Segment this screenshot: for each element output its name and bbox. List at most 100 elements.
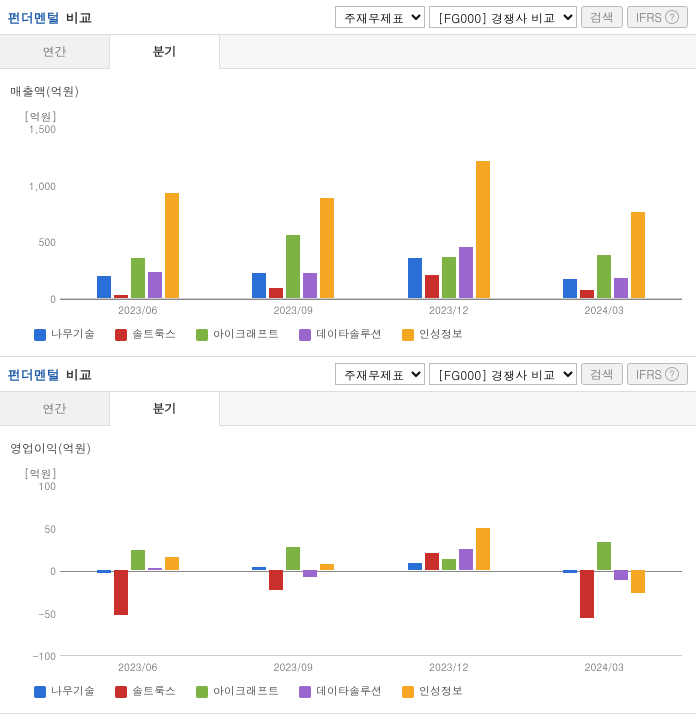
legend-item[interactable]: 인성정보	[402, 327, 463, 342]
legend-label: 솔트룩스	[132, 684, 176, 699]
tab-quarterly[interactable]: 분기	[110, 392, 220, 426]
legend-item[interactable]: 솔트룩스	[115, 327, 176, 342]
bar	[252, 273, 266, 298]
ifrs-button[interactable]: IFRS?	[627, 363, 688, 385]
bar	[252, 567, 266, 570]
bar-group	[97, 550, 179, 570]
period-tabs: 연간 분기	[0, 392, 696, 426]
xtick-label: 2023/09	[274, 660, 313, 674]
bar	[269, 570, 283, 590]
ytick-label: 1,000	[29, 179, 56, 193]
question-icon: ?	[665, 367, 679, 381]
legend-label: 데이타솔루션	[316, 327, 382, 342]
ytick-label: 0	[50, 292, 56, 306]
legend-item[interactable]: 데이타솔루션	[299, 684, 382, 699]
unit-label: [억원]	[24, 467, 686, 482]
search-button[interactable]: 검색	[581, 6, 623, 28]
bar	[476, 161, 490, 298]
legend-swatch	[402, 686, 414, 698]
panel-opincome: 펀더멘털 비교 주재무제표 [FG000] 경쟁사 비교 검색 IFRS? 연간…	[0, 357, 696, 714]
legend: 나무기술 솔트룩스 아이크래프트 데이타솔루션 인성정보	[10, 678, 686, 709]
legend-item[interactable]: 인성정보	[402, 684, 463, 699]
bar-group	[97, 193, 179, 298]
legend-item[interactable]: 데이타솔루션	[299, 327, 382, 342]
bar	[631, 212, 645, 298]
bar	[131, 258, 145, 298]
ytick-label: -50	[38, 607, 56, 621]
legend-swatch	[115, 686, 127, 698]
chart-title: 매출액(억원)	[10, 77, 686, 110]
legend-label: 데이타솔루션	[316, 684, 382, 699]
question-icon: ?	[665, 10, 679, 24]
ytick-label: -100	[33, 649, 56, 663]
tab-quarterly[interactable]: 분기	[110, 35, 220, 69]
legend-item[interactable]: 아이크래프트	[196, 684, 279, 699]
bar	[303, 570, 317, 577]
legend-label: 인성정보	[419, 327, 463, 342]
bar	[425, 275, 439, 298]
bar	[114, 295, 128, 298]
panel-title: 펀더멘털 비교	[8, 8, 331, 27]
bar-group	[408, 528, 490, 571]
opincome-chart-section: 영업이익(억원) [억원] -100-50050100 2023/062023/…	[0, 426, 696, 713]
bar	[165, 193, 179, 298]
title-main: 펀더멘털	[8, 365, 60, 384]
xtick-label: 2023/06	[118, 660, 157, 674]
comparison-select[interactable]: [FG000] 경쟁사 비교	[429, 363, 577, 385]
chart-area: 05001,0001,500 2023/062023/092023/122024…	[20, 129, 686, 319]
unit-label: [억원]	[24, 110, 686, 125]
bar	[614, 278, 628, 298]
bar	[165, 557, 179, 570]
ytick-label: 500	[39, 235, 57, 249]
zero-line	[60, 299, 682, 300]
legend-item[interactable]: 나무기술	[34, 684, 95, 699]
legend: 나무기술 솔트룩스 아이크래프트 데이타솔루션 인성정보	[10, 321, 686, 352]
x-axis: 2023/062023/092023/122024/03	[60, 301, 682, 319]
bar	[148, 568, 162, 570]
bar	[425, 553, 439, 570]
header-row: 펀더멘털 비교 주재무제표 [FG000] 경쟁사 비교 검색 IFRS?	[0, 0, 696, 35]
legend-swatch	[34, 329, 46, 341]
plot	[60, 129, 682, 299]
legend-item[interactable]: 솔트룩스	[115, 684, 176, 699]
legend-label: 아이크래프트	[213, 327, 279, 342]
period-tabs: 연간 분기	[0, 35, 696, 69]
legend-item[interactable]: 나무기술	[34, 327, 95, 342]
plot	[60, 486, 682, 656]
legend-swatch	[196, 686, 208, 698]
chart-area: -100-50050100 2023/062023/092023/122024/…	[20, 486, 686, 676]
ifrs-button[interactable]: IFRS?	[627, 6, 688, 28]
legend-item[interactable]: 아이크래프트	[196, 327, 279, 342]
statement-select[interactable]: 주재무제표	[335, 363, 425, 385]
legend-label: 나무기술	[51, 684, 95, 699]
legend-swatch	[115, 329, 127, 341]
legend-swatch	[299, 329, 311, 341]
legend-label: 아이크래프트	[213, 684, 279, 699]
statement-select[interactable]: 주재무제표	[335, 6, 425, 28]
tab-annual[interactable]: 연간	[0, 35, 110, 68]
panel-title: 펀더멘털 비교	[8, 365, 331, 384]
bar	[320, 198, 334, 298]
search-button[interactable]: 검색	[581, 363, 623, 385]
bar	[408, 563, 422, 570]
xtick-label: 2023/12	[429, 660, 468, 674]
bar	[286, 547, 300, 570]
legend-label: 나무기술	[51, 327, 95, 342]
legend-swatch	[196, 329, 208, 341]
bar	[131, 550, 145, 570]
title-main: 펀더멘털	[8, 8, 60, 27]
xtick-label: 2024/03	[585, 660, 624, 674]
ytick-label: 50	[44, 522, 56, 536]
ytick-label: 1,500	[29, 122, 56, 136]
bar-group	[252, 547, 334, 570]
bar	[563, 279, 577, 298]
title-sub: 비교	[66, 8, 92, 27]
bar	[614, 570, 628, 580]
bar	[442, 257, 456, 298]
bar	[597, 542, 611, 570]
bar	[97, 276, 111, 298]
bar	[563, 570, 577, 573]
comparison-select[interactable]: [FG000] 경쟁사 비교	[429, 6, 577, 28]
bar-group	[408, 161, 490, 298]
tab-annual[interactable]: 연간	[0, 392, 110, 425]
